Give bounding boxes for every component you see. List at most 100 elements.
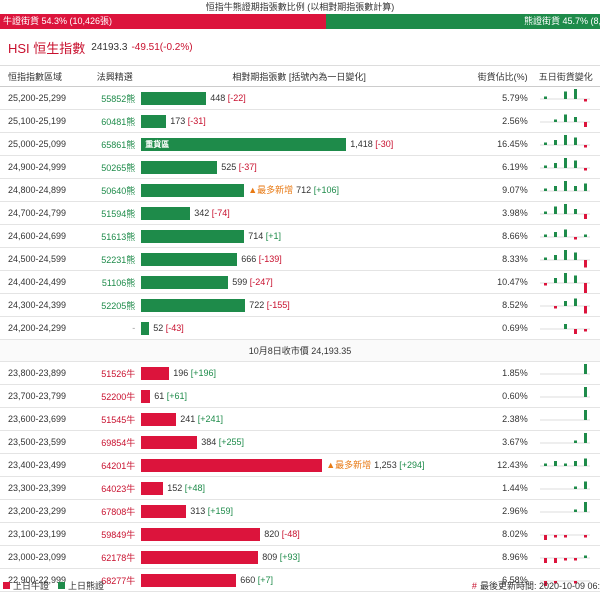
warrant-code[interactable]: 52205熊	[101, 300, 136, 311]
table-row: 25,000-25,099 65861熊 重貨區 1,418 [-30] 16.45%	[0, 133, 600, 156]
sparkline-bar	[543, 534, 547, 540]
sparkline-bar	[553, 162, 557, 168]
warrant-code[interactable]: 52200牛	[101, 391, 136, 402]
five-day-sparkline	[532, 569, 600, 592]
range-cell: 24,400-24,499	[8, 277, 67, 287]
range-cell: 23,800-23,899	[8, 368, 67, 378]
sparkline-chart	[539, 458, 590, 466]
five-day-sparkline	[532, 362, 600, 385]
contract-value: 809	[262, 551, 280, 562]
bull-contract-bar	[141, 527, 261, 541]
sparkline-chart	[539, 386, 590, 397]
legend-bear-swatch	[58, 581, 66, 589]
bear-contract-bar	[141, 252, 238, 266]
warrant-code[interactable]: 51613熊	[101, 231, 136, 242]
sparkline-bar	[543, 282, 547, 285]
warrant-code[interactable]: 51106熊	[101, 277, 136, 288]
contract-bar-cell: 61 [+61]	[139, 385, 459, 408]
warrant-code[interactable]: 52231熊	[101, 254, 136, 265]
table-row: 23,400-23,499 64201牛 ▲最多新增 1,253 [+294] 12.4…	[0, 454, 600, 477]
legend-bull: 上日牛證	[3, 579, 49, 592]
last-updated-text: 最後更新時間: 2020-10-09 06:	[479, 580, 600, 591]
chart-title: 恒指牛熊證期指張數比例 (以相對期指張數計算)	[205, 2, 395, 12]
contract-change: [-31]	[187, 115, 206, 126]
percent-cell: 0.60%	[502, 391, 528, 401]
five-day-sparkline	[532, 523, 600, 546]
sparkline-bar	[573, 509, 577, 512]
contract-label: 173 [-31]	[170, 115, 206, 128]
range-cell: 23,200-23,299	[8, 506, 67, 516]
sparkline-chart	[539, 580, 590, 586]
sparkline-bar	[573, 275, 577, 283]
table-row: 23,800-23,899 51526牛 196 [+196] 1.85%	[0, 362, 600, 385]
header-range: 恒指指數區域	[8, 71, 63, 82]
bear-contract-bar	[141, 91, 207, 105]
warrant-code[interactable]: 67808牛	[101, 506, 136, 517]
header-pct: 街貨佔比(%)	[477, 71, 528, 82]
contract-change: [+294]	[399, 459, 425, 470]
sparkline-chart	[539, 134, 590, 147]
warrant-code[interactable]: 55852熊	[101, 93, 136, 104]
warrant-code[interactable]: 51545牛	[101, 414, 136, 425]
sparkline-bar	[573, 208, 577, 214]
warrant-code[interactable]: 51594熊	[101, 208, 136, 219]
percent-cell: 16.45%	[497, 139, 528, 149]
warrant-code[interactable]: 65861熊	[101, 139, 136, 150]
contract-change: [+159]	[207, 505, 234, 516]
contract-bar-cell: 384 [+255]	[139, 431, 459, 454]
sparkline-bar	[563, 272, 567, 283]
warrant-code[interactable]: 60481熊	[101, 116, 136, 127]
warrant-code[interactable]: 69854牛	[101, 437, 136, 448]
warrant-code[interactable]: 62178牛	[101, 552, 136, 563]
sparkline-bar	[563, 249, 567, 260]
table-row: 23,500-23,599 69854牛 384 [+255] 3.67%	[0, 431, 600, 454]
sparkline-bar	[573, 486, 577, 489]
table-row: 25,100-25,199 60481熊 173 [-31] 2.56%	[0, 110, 600, 133]
percent-cell: 1.85%	[502, 368, 528, 378]
contract-label: ▲最多新增 712 [+106]	[248, 184, 339, 197]
warrant-code[interactable]: 64023牛	[101, 483, 136, 494]
contract-change: [+61]	[166, 390, 188, 401]
sparkline-bar	[543, 142, 547, 145]
sparkline-bar	[563, 323, 567, 329]
sparkline-bar	[583, 259, 587, 267]
percent-cell: 8.66%	[502, 231, 528, 241]
contract-change: [-43]	[165, 322, 184, 333]
warrant-code[interactable]: 64201牛	[101, 460, 136, 471]
sparkline-chart	[539, 298, 590, 313]
contract-change: [-48]	[281, 528, 300, 539]
warrant-code[interactable]: 59849牛	[101, 529, 136, 540]
warrant-code[interactable]: 50265熊	[101, 162, 136, 173]
sparkline-bar	[563, 557, 567, 560]
contract-label: ▲最多新增 1,253 [+294]	[326, 459, 424, 472]
sparkline-bar	[563, 134, 567, 145]
contract-value: 722	[249, 299, 267, 310]
sparkline-bar	[553, 206, 557, 214]
warrant-code[interactable]: 68277牛	[101, 575, 136, 586]
range-cell: 22,900-22,999	[8, 575, 67, 585]
five-day-sparkline	[532, 248, 600, 271]
sparkline-bar	[563, 157, 567, 168]
header-code: 法興精選	[96, 71, 133, 82]
contract-value: 712	[296, 184, 314, 195]
warrant-code[interactable]: 51526牛	[101, 368, 136, 379]
contract-bar-cell: 525 [-37]	[139, 156, 459, 179]
range-cell: 25,200-25,299	[8, 93, 67, 103]
range-cell: 24,500-24,599	[8, 254, 67, 264]
contract-label: 809 [+93]	[262, 551, 300, 564]
five-day-sparkline	[532, 294, 600, 317]
sparkline-bar	[583, 183, 587, 191]
five-day-sparkline	[532, 179, 600, 202]
bear-contract-bar	[141, 183, 245, 197]
contract-bar-cell: 152 [+48]	[139, 477, 459, 500]
sparkline-chart	[539, 272, 590, 293]
contract-label: 666 [-139]	[241, 253, 282, 266]
sparkline-bar	[543, 234, 547, 237]
bear-ratio-segment: 熊證街貨 45.7% (8,768張)	[325, 14, 600, 29]
bull-contract-bar	[141, 366, 170, 380]
sparkline-chart	[539, 229, 590, 239]
table-row: 24,600-24,699 51613熊 714 [+1] 8.66%	[0, 225, 600, 248]
warrant-code[interactable]: 50640熊	[101, 185, 136, 196]
contract-bar-cell: 241 [+241]	[139, 408, 459, 431]
percent-cell: 2.96%	[502, 506, 528, 516]
